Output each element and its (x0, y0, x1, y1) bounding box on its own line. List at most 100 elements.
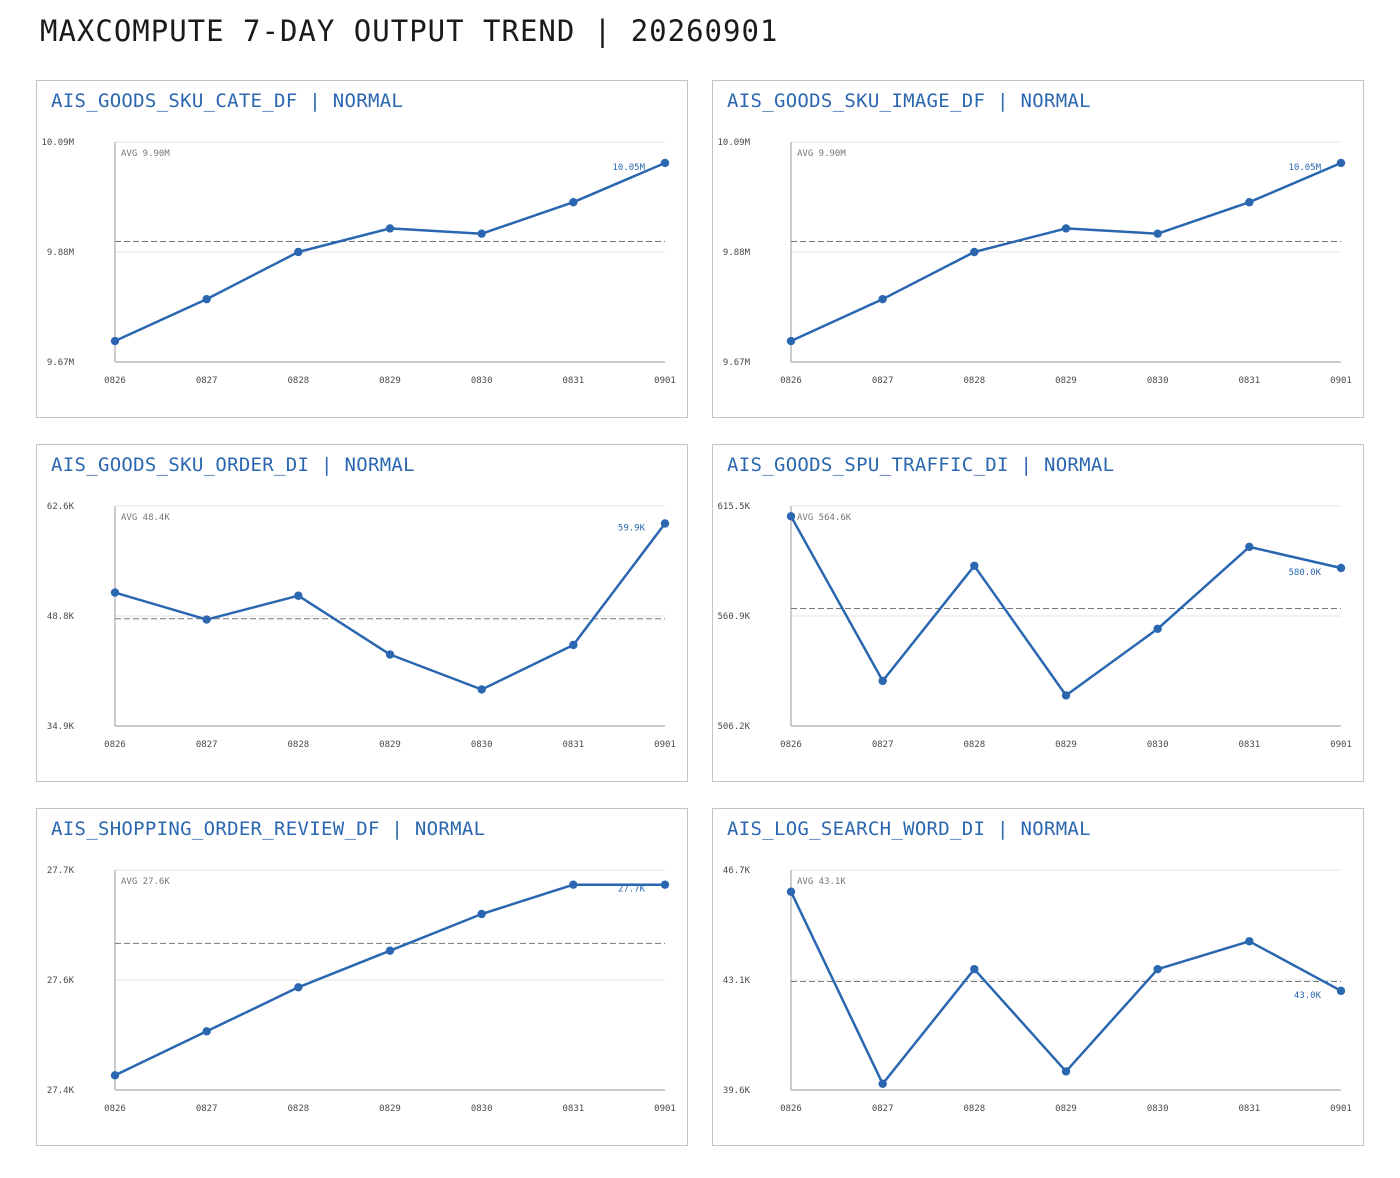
series-line (789, 891, 1342, 1086)
x-tick-label: 0828 (963, 1104, 985, 1114)
data-point (878, 676, 887, 686)
x-tick-label: 0830 (471, 376, 493, 386)
x-tick-label: 0830 (1147, 740, 1169, 750)
y-tick-label: 560.9K (717, 612, 750, 622)
series-line (789, 515, 1342, 697)
x-tick-label: 0829 (1055, 1104, 1077, 1114)
data-point (970, 561, 979, 570)
x-tick-label: 0826 (104, 1104, 126, 1114)
average-label: AVG 27.6K (121, 877, 170, 887)
chart-title: AIS_GOODS_SKU_ORDER_DI | NORMAL (51, 454, 415, 476)
x-tick-label: 0827 (196, 1104, 218, 1114)
data-point (878, 294, 887, 304)
line-chart: 39.6K 43.1K 46.7K 0826 0827 0828 0829 0830 0831 0… (723, 866, 1352, 1114)
x-tick-label: 0826 (104, 376, 126, 386)
x-tick-label: 0828 (963, 376, 985, 386)
series-line (114, 522, 666, 691)
chart-panel-order-review: AIS_SHOPPING_ORDER_REVIEW_DF | NORMAL 27… (36, 808, 688, 1146)
average-label: AVG 9.90M (797, 149, 846, 159)
x-tick-label: 0827 (872, 376, 894, 386)
x-tick-label: 0829 (379, 1104, 401, 1114)
x-tick-label: 0901 (1330, 376, 1352, 386)
data-point (1061, 691, 1071, 700)
x-tick-label: 0828 (963, 740, 985, 750)
x-tick-label: 0901 (1330, 740, 1352, 750)
data-point (970, 247, 979, 257)
y-tick-label: 10.09M (717, 138, 750, 148)
y-tick-label: 10.09M (41, 138, 74, 148)
data-point (878, 1079, 887, 1089)
x-tick-label: 0828 (287, 1104, 309, 1114)
x-tick-label: 0830 (471, 1104, 493, 1114)
data-point (477, 229, 486, 238)
data-point (569, 198, 578, 207)
y-tick-label: 615.5K (717, 502, 750, 512)
y-tick-label: 34.9K (47, 722, 75, 732)
x-tick-label: 0901 (654, 376, 676, 386)
data-point (1153, 964, 1162, 974)
data-point (1153, 624, 1162, 633)
average-label: AVG 9.90M (121, 149, 170, 159)
y-tick-label: 27.4K (47, 1086, 75, 1096)
data-point (660, 158, 670, 168)
last-value-label: 10.05M (1288, 163, 1321, 173)
x-tick-label: 0830 (1147, 376, 1169, 386)
y-tick-label: 27.7K (47, 866, 75, 876)
line-chart: 506.2K 560.9K 615.5K 0826 0827 0828 0829 0830 08… (717, 502, 1352, 750)
x-tick-label: 0826 (104, 740, 126, 750)
y-tick-label: 27.6K (47, 976, 75, 986)
data-point (660, 880, 670, 889)
data-point (970, 964, 979, 974)
data-point (477, 909, 486, 919)
last-value-label: 43.0K (1294, 991, 1322, 1001)
chart-panel-sku-image: AIS_GOODS_SKU_IMAGE_DF | NORMAL 9.67M 9.8… (712, 80, 1364, 418)
average-label: AVG 48.4K (121, 513, 170, 523)
line-chart: 9.67M 9.88M 10.09M 0826 0827 0828 0829 0830 0831… (717, 138, 1352, 386)
y-tick-label: 9.67M (723, 358, 751, 368)
data-point (294, 247, 303, 257)
x-tick-label: 0831 (562, 376, 584, 386)
average-label: AVG 43.1K (797, 877, 846, 887)
data-point (660, 519, 670, 528)
line-chart: 27.4K 27.6K 27.7K 0826 0827 0828 0829 0830 0831 0… (47, 866, 676, 1114)
x-tick-label: 0827 (196, 740, 218, 750)
data-point (110, 1071, 120, 1080)
data-point (1245, 542, 1254, 552)
x-tick-label: 0828 (287, 376, 309, 386)
chart-title: AIS_LOG_SEARCH_WORD_DI | NORMAL (727, 818, 1091, 840)
x-tick-label: 0901 (654, 740, 676, 750)
y-tick-label: 506.2K (717, 722, 750, 732)
chart-panel-log-search: AIS_LOG_SEARCH_WORD_DI | NORMAL 39.6K 43.… (712, 808, 1364, 1146)
line-chart: 9.67M 9.88M 10.09M 0826 0827 0828 0829 0830 0831… (41, 138, 676, 386)
x-tick-label: 0826 (780, 740, 802, 750)
y-tick-label: 9.88M (723, 248, 751, 258)
y-tick-label: 48.8K (47, 612, 75, 622)
data-point (385, 650, 395, 659)
x-tick-label: 0829 (1055, 740, 1077, 750)
x-tick-label: 0831 (562, 1104, 584, 1114)
x-tick-label: 0830 (1147, 1104, 1169, 1114)
data-point (1061, 224, 1071, 233)
data-point (1336, 986, 1346, 996)
data-point (202, 294, 211, 304)
x-tick-label: 0827 (872, 740, 894, 750)
chart-title: AIS_SHOPPING_ORDER_REVIEW_DF | NORMAL (51, 818, 486, 840)
x-tick-label: 0826 (780, 376, 802, 386)
x-tick-label: 0828 (287, 740, 309, 750)
last-value-label: 59.9K (618, 523, 646, 533)
last-value-label: 27.7K (618, 885, 646, 895)
y-tick-label: 9.88M (47, 248, 75, 258)
data-point (294, 983, 303, 992)
data-point (294, 591, 303, 600)
data-point (1245, 937, 1254, 946)
data-point (1153, 229, 1162, 238)
data-point (786, 336, 796, 346)
data-point (786, 887, 796, 896)
y-tick-label: 46.7K (723, 866, 751, 876)
x-tick-label: 0831 (1238, 740, 1260, 750)
y-tick-label: 39.6K (723, 1086, 751, 1096)
y-tick-label: 62.6K (47, 502, 75, 512)
chart-title: AIS_GOODS_SKU_IMAGE_DF | NORMAL (727, 90, 1091, 112)
last-value-label: 10.05M (612, 163, 645, 173)
data-point (385, 946, 395, 955)
